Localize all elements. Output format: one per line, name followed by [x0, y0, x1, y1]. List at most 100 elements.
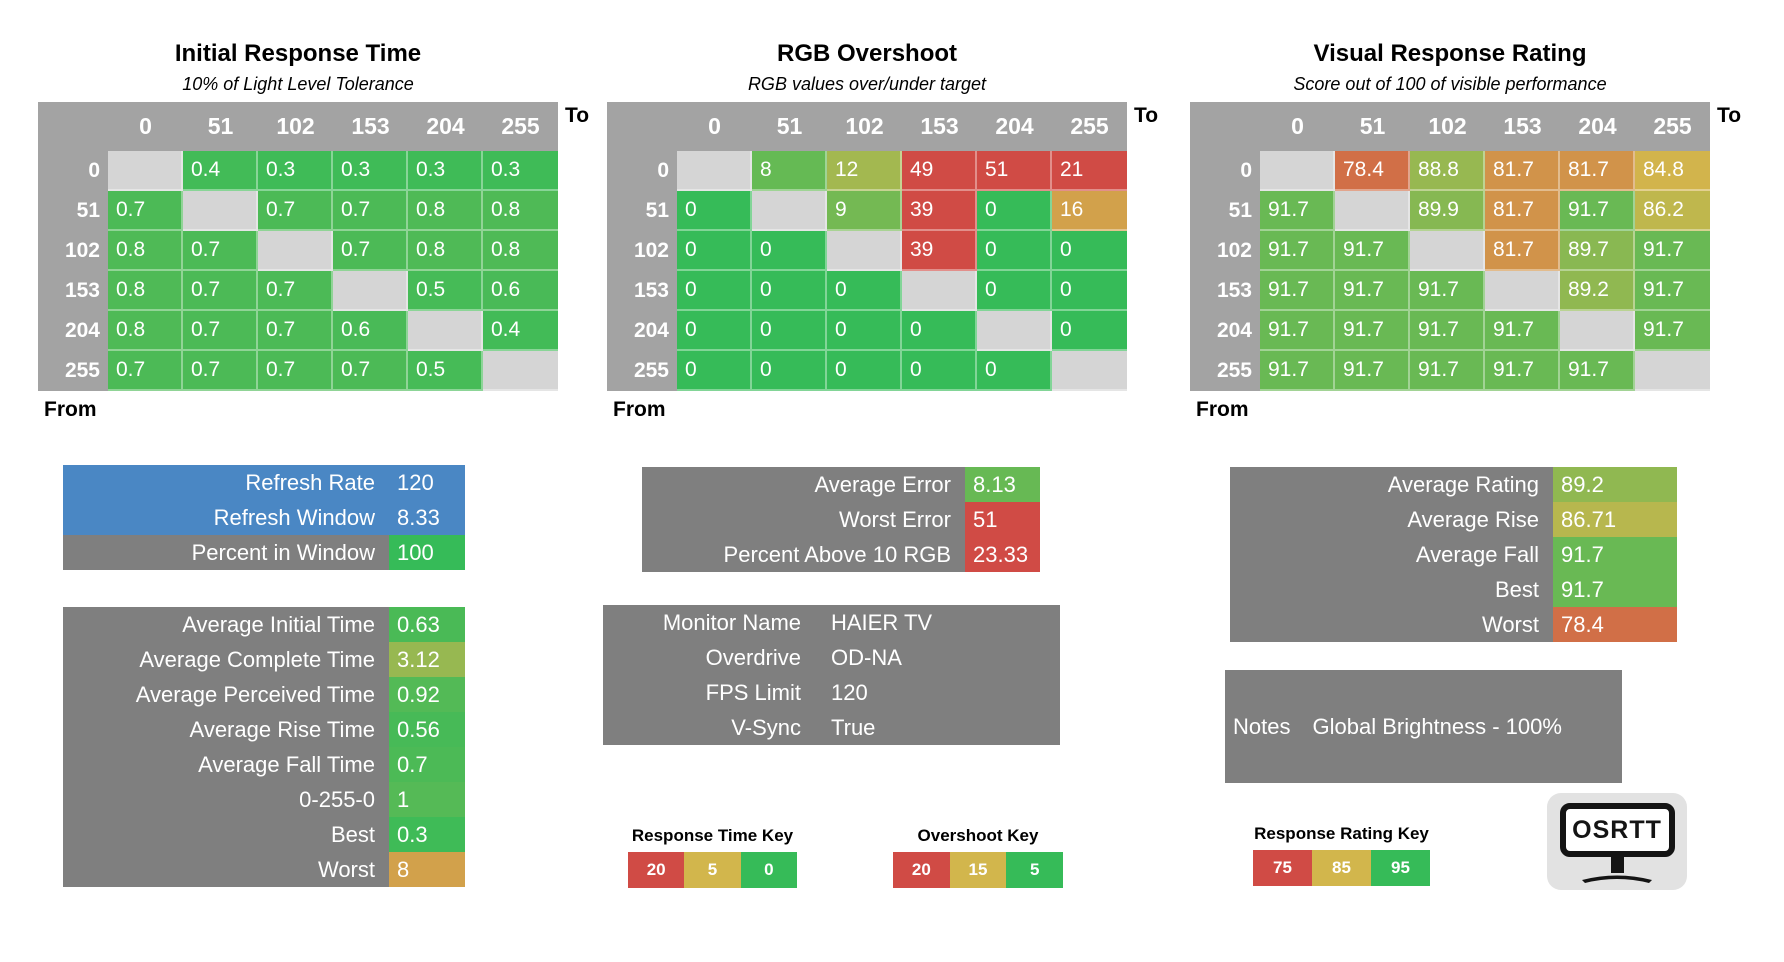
heat-cell: 39 [902, 231, 977, 271]
axis-from-label: From [1196, 398, 1249, 421]
heat-cell: 0 [752, 231, 827, 271]
panel-row: Refresh Rate 120 [63, 465, 465, 500]
heat-cell [977, 311, 1052, 351]
heat-cell [1560, 311, 1635, 351]
heat-cell: 9 [827, 191, 902, 231]
heat-cell: 89.9 [1410, 191, 1485, 231]
heat-cell: 0 [902, 311, 977, 351]
stat-label: Refresh Window [213, 505, 375, 530]
osrtt-logo: OSRTT [1547, 793, 1687, 890]
heat-cell: 91.7 [1260, 231, 1335, 271]
panel-row: Average Rating 89.2 [1230, 467, 1677, 502]
heat-cell: 91.7 [1410, 351, 1485, 391]
panel-row: Worst Error 51 [642, 502, 1040, 537]
heat-cell [408, 311, 483, 351]
stat-label: FPS Limit [705, 680, 801, 705]
heat-cell: 49 [902, 151, 977, 191]
heat-cell: 0.8 [408, 231, 483, 271]
heat-cell: 91.7 [1260, 351, 1335, 391]
notes-panel: Notes Global Brightness - 100% [1225, 670, 1622, 783]
stat-label: Overdrive [705, 645, 801, 670]
heat-cell: 89.2 [1560, 271, 1635, 311]
notes-value: Global Brightness - 100% [1312, 713, 1562, 739]
key-swatches: 20 5 0 [628, 852, 797, 888]
heat-cell [1410, 231, 1485, 271]
heat-cell: 0.7 [333, 351, 408, 391]
heat-cell: 0 [827, 351, 902, 391]
key-swatches: 20 15 5 [893, 852, 1064, 888]
heat-cell [827, 231, 902, 271]
heat-cell: 91.7 [1485, 311, 1560, 351]
heat-cell: 8 [752, 151, 827, 191]
stat-label: Average Fall Time [198, 752, 375, 777]
axis-to-label: To [565, 104, 590, 127]
heat-cell: 0 [1052, 271, 1127, 311]
heat-cell: 81.7 [1560, 151, 1635, 191]
table-subtitle: RGB values over/under target [747, 74, 987, 94]
heat-cell: 84.8 [1635, 151, 1710, 191]
heat-cell [1635, 351, 1710, 391]
stat-value: 0.7 [389, 747, 465, 782]
heat-cell: 12 [827, 151, 902, 191]
heat-cell: 91.7 [1335, 351, 1410, 391]
notes-label: Notes [1233, 713, 1291, 739]
stat-label: V-Sync [731, 715, 801, 740]
stat-label: Average Perceived Time [135, 682, 375, 707]
heat-cell: 21 [1052, 151, 1127, 191]
column-header: 255 [483, 102, 558, 151]
column-header: 0 [677, 102, 752, 151]
column-header: 51 [752, 102, 827, 151]
heat-cell: 89.7 [1560, 231, 1635, 271]
heat-cell: 0 [1052, 311, 1127, 351]
panel-row: V-Sync True [603, 710, 1060, 745]
stat-label: Percent Above 10 RGB [723, 542, 951, 567]
monitor-info-panel: Monitor Name HAIER TV Overdrive OD-NA FPS Li… [603, 605, 1060, 745]
row-header: 102 [1190, 231, 1260, 271]
key-title: Response Rating Key [1254, 824, 1429, 843]
stat-label: Refresh Rate [245, 470, 375, 495]
response-time-key: Response Time Key 20 5 0 [628, 826, 797, 890]
panel-row: Best 91.7 [1230, 572, 1677, 607]
key-title: Response Time Key [631, 826, 794, 845]
heat-cell: 39 [902, 191, 977, 231]
heat-cell: 0 [752, 351, 827, 391]
heat-cell: 0 [977, 191, 1052, 231]
row-header: 102 [38, 231, 108, 271]
heat-cell [333, 271, 408, 311]
key-swatch: 15 [949, 852, 1007, 888]
panel-row: Overdrive OD-NA [603, 640, 1060, 675]
panel-row: Average Rise 86.71 [1230, 502, 1677, 537]
heat-cell: 81.7 [1485, 151, 1560, 191]
stat-value: 8.33 [397, 505, 440, 530]
stat-label: Worst Error [838, 507, 951, 532]
heat-cell: 0 [677, 311, 752, 351]
row-header: 102 [607, 231, 677, 271]
heat-cell [1052, 351, 1127, 391]
heat-cell: 0.6 [483, 271, 558, 311]
key-swatch: 75 [1253, 850, 1312, 886]
panel-row: Average Complete Time 3.12 [63, 642, 465, 677]
heat-cell [1485, 271, 1560, 311]
table-title: Visual Response Rating [1313, 40, 1587, 67]
response-rating-key: Response Rating Key 75 85 95 [1253, 824, 1430, 888]
row-header: 0 [38, 151, 108, 191]
panel-row: Average Initial Time 0.63 [63, 607, 465, 642]
row-header: 255 [38, 351, 108, 391]
heat-cell: 0.8 [483, 231, 558, 271]
stat-value: 0.92 [389, 677, 465, 712]
stat-value: 120 [397, 470, 434, 495]
heat-cell [677, 151, 752, 191]
heat-cell: 0.8 [483, 191, 558, 231]
stat-value: 23.33 [965, 537, 1040, 572]
response-times-panel: Average Initial Time 0.63 Average Complete… [63, 607, 465, 887]
row-header: 255 [607, 351, 677, 391]
panel-row: Average Perceived Time 0.92 [63, 677, 465, 712]
stat-value: 0.3 [389, 817, 465, 852]
table-title: Initial Response Time [174, 40, 422, 67]
panel-row: Worst 8 [63, 852, 465, 887]
column-header: 102 [258, 102, 333, 151]
heat-cell: 0.3 [258, 151, 333, 191]
heat-cell [752, 191, 827, 231]
